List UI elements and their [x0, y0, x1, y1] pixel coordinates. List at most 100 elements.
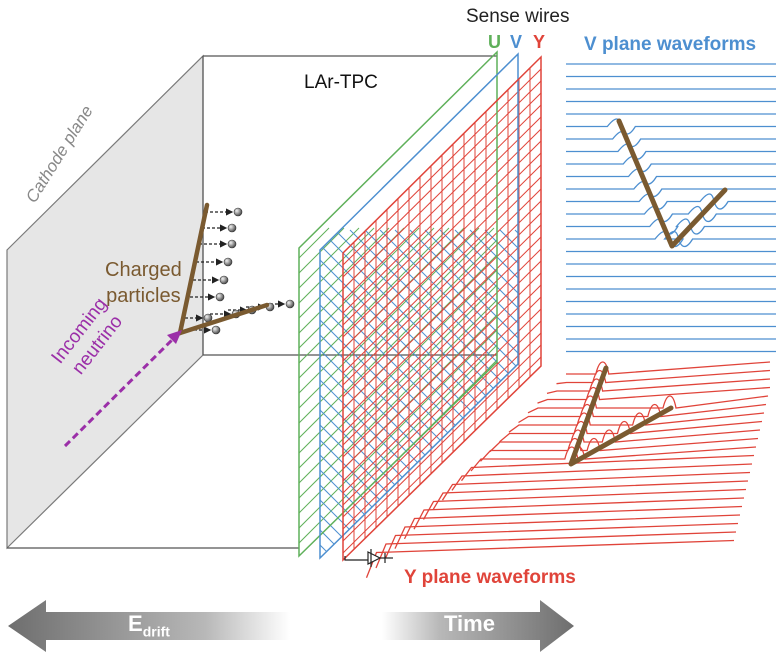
u-wire: [569, 228, 776, 648]
u-wire: [299, 227, 497, 556]
y-wire: [343, 212, 541, 410]
u-wire: [299, 227, 497, 556]
y-wire: [343, 80, 541, 278]
electron-icon: [227, 239, 237, 249]
y-wire: [343, 248, 541, 446]
y-wire: [343, 140, 541, 338]
v-wire: [409, 229, 518, 558]
u-wire: [659, 228, 776, 648]
tpc-box: [7, 55, 497, 549]
u-wire: [299, 227, 405, 556]
lar-tpc-label: LAr-TPC: [304, 72, 378, 93]
v-waveform: [566, 205, 776, 223]
y-wire: [343, 176, 541, 374]
u-wire: [299, 227, 390, 556]
y-wire: [343, 188, 541, 386]
u-wire: [299, 227, 435, 556]
electron-icon: [223, 257, 233, 267]
y-wire: [343, 224, 541, 422]
v-wire: [379, 229, 518, 558]
y-waveform: [518, 403, 767, 424]
v-waveform: [566, 180, 776, 198]
u-wire: [734, 228, 776, 648]
charged-particle-tracks: [177, 202, 270, 336]
v-wire: [770, 230, 776, 650]
u-wire: [764, 228, 776, 648]
u-wire: [299, 227, 497, 556]
y-wire: [343, 344, 541, 542]
y-wire: [343, 68, 541, 266]
y-wire: [343, 320, 541, 518]
u-wire: [299, 227, 495, 556]
electron-icon: [233, 207, 243, 217]
y-wire: [343, 284, 541, 482]
u-wire: [629, 228, 776, 648]
y-wire: [343, 296, 541, 494]
y-waveform: [508, 412, 765, 433]
e-drift-main: E: [128, 611, 143, 636]
v-wire: [635, 230, 776, 650]
u-plane-label: U: [488, 32, 501, 52]
y-waveform: [422, 488, 747, 520]
y-waveform: [432, 480, 749, 511]
y-plane-label: Y: [533, 32, 546, 52]
v-plane-frame: [319, 52, 519, 560]
v-wire: [320, 229, 518, 558]
electron-icon: [219, 275, 229, 285]
y-plane-track: [568, 365, 674, 467]
u-wire: [299, 227, 497, 556]
electron-icon: [285, 299, 295, 309]
u-wire: [719, 228, 776, 648]
u-wire: [299, 227, 497, 556]
electron-icon: [227, 223, 237, 233]
v-wire: [364, 229, 518, 558]
y-waveform: [451, 463, 753, 491]
y-waveform: [499, 420, 763, 443]
y-waveform: [403, 505, 743, 540]
v-plane-label: V: [510, 32, 523, 52]
v-wire: [755, 230, 776, 650]
y-waveform: [413, 497, 745, 530]
y-waveform: [384, 522, 739, 559]
v-wire: [605, 230, 776, 650]
u-wire: [614, 228, 776, 648]
y-wire: [343, 332, 541, 530]
v-wire: [0, 230, 5, 650]
y-waveform: [489, 429, 761, 453]
v-wire: [320, 229, 518, 558]
y-wire: [343, 104, 541, 302]
u-wire: [689, 228, 776, 648]
y-wire: [343, 260, 541, 458]
e-drift-sub: drift: [142, 623, 170, 640]
u-wire: [299, 227, 375, 556]
v-wire: [665, 230, 776, 650]
y-waveform: [527, 395, 769, 414]
u-wire: [704, 228, 776, 648]
v-waveform: [566, 193, 776, 210]
v-wire: [320, 229, 518, 558]
y-wire: [343, 356, 541, 554]
u-wire: [674, 228, 776, 648]
y-wire: [343, 308, 541, 506]
electrons: [203, 207, 295, 335]
y-waveform: [546, 378, 771, 395]
e-drift-arrow: [8, 600, 290, 652]
v-plane-waveforms-label: V plane waveforms: [584, 34, 757, 55]
v-wire: [439, 229, 518, 558]
y-plane-frame: [342, 55, 542, 562]
y-waveform: [365, 539, 735, 578]
v-waveform: [566, 168, 776, 185]
charged-particles-label: Charged particles: [105, 257, 182, 309]
v-wire: [320, 229, 518, 558]
v-waveform: [566, 155, 776, 173]
electron-icon: [215, 292, 225, 302]
v-wire: [320, 229, 518, 558]
u-wire: [299, 227, 420, 556]
y-plane-waveforms-label: Y plane waveforms: [404, 567, 576, 588]
v-waveform: [566, 130, 776, 148]
charged-label-line2: particles: [106, 285, 181, 307]
v-wire: [650, 230, 776, 650]
y-wire: [343, 236, 541, 434]
neutrino-path: [63, 334, 178, 448]
